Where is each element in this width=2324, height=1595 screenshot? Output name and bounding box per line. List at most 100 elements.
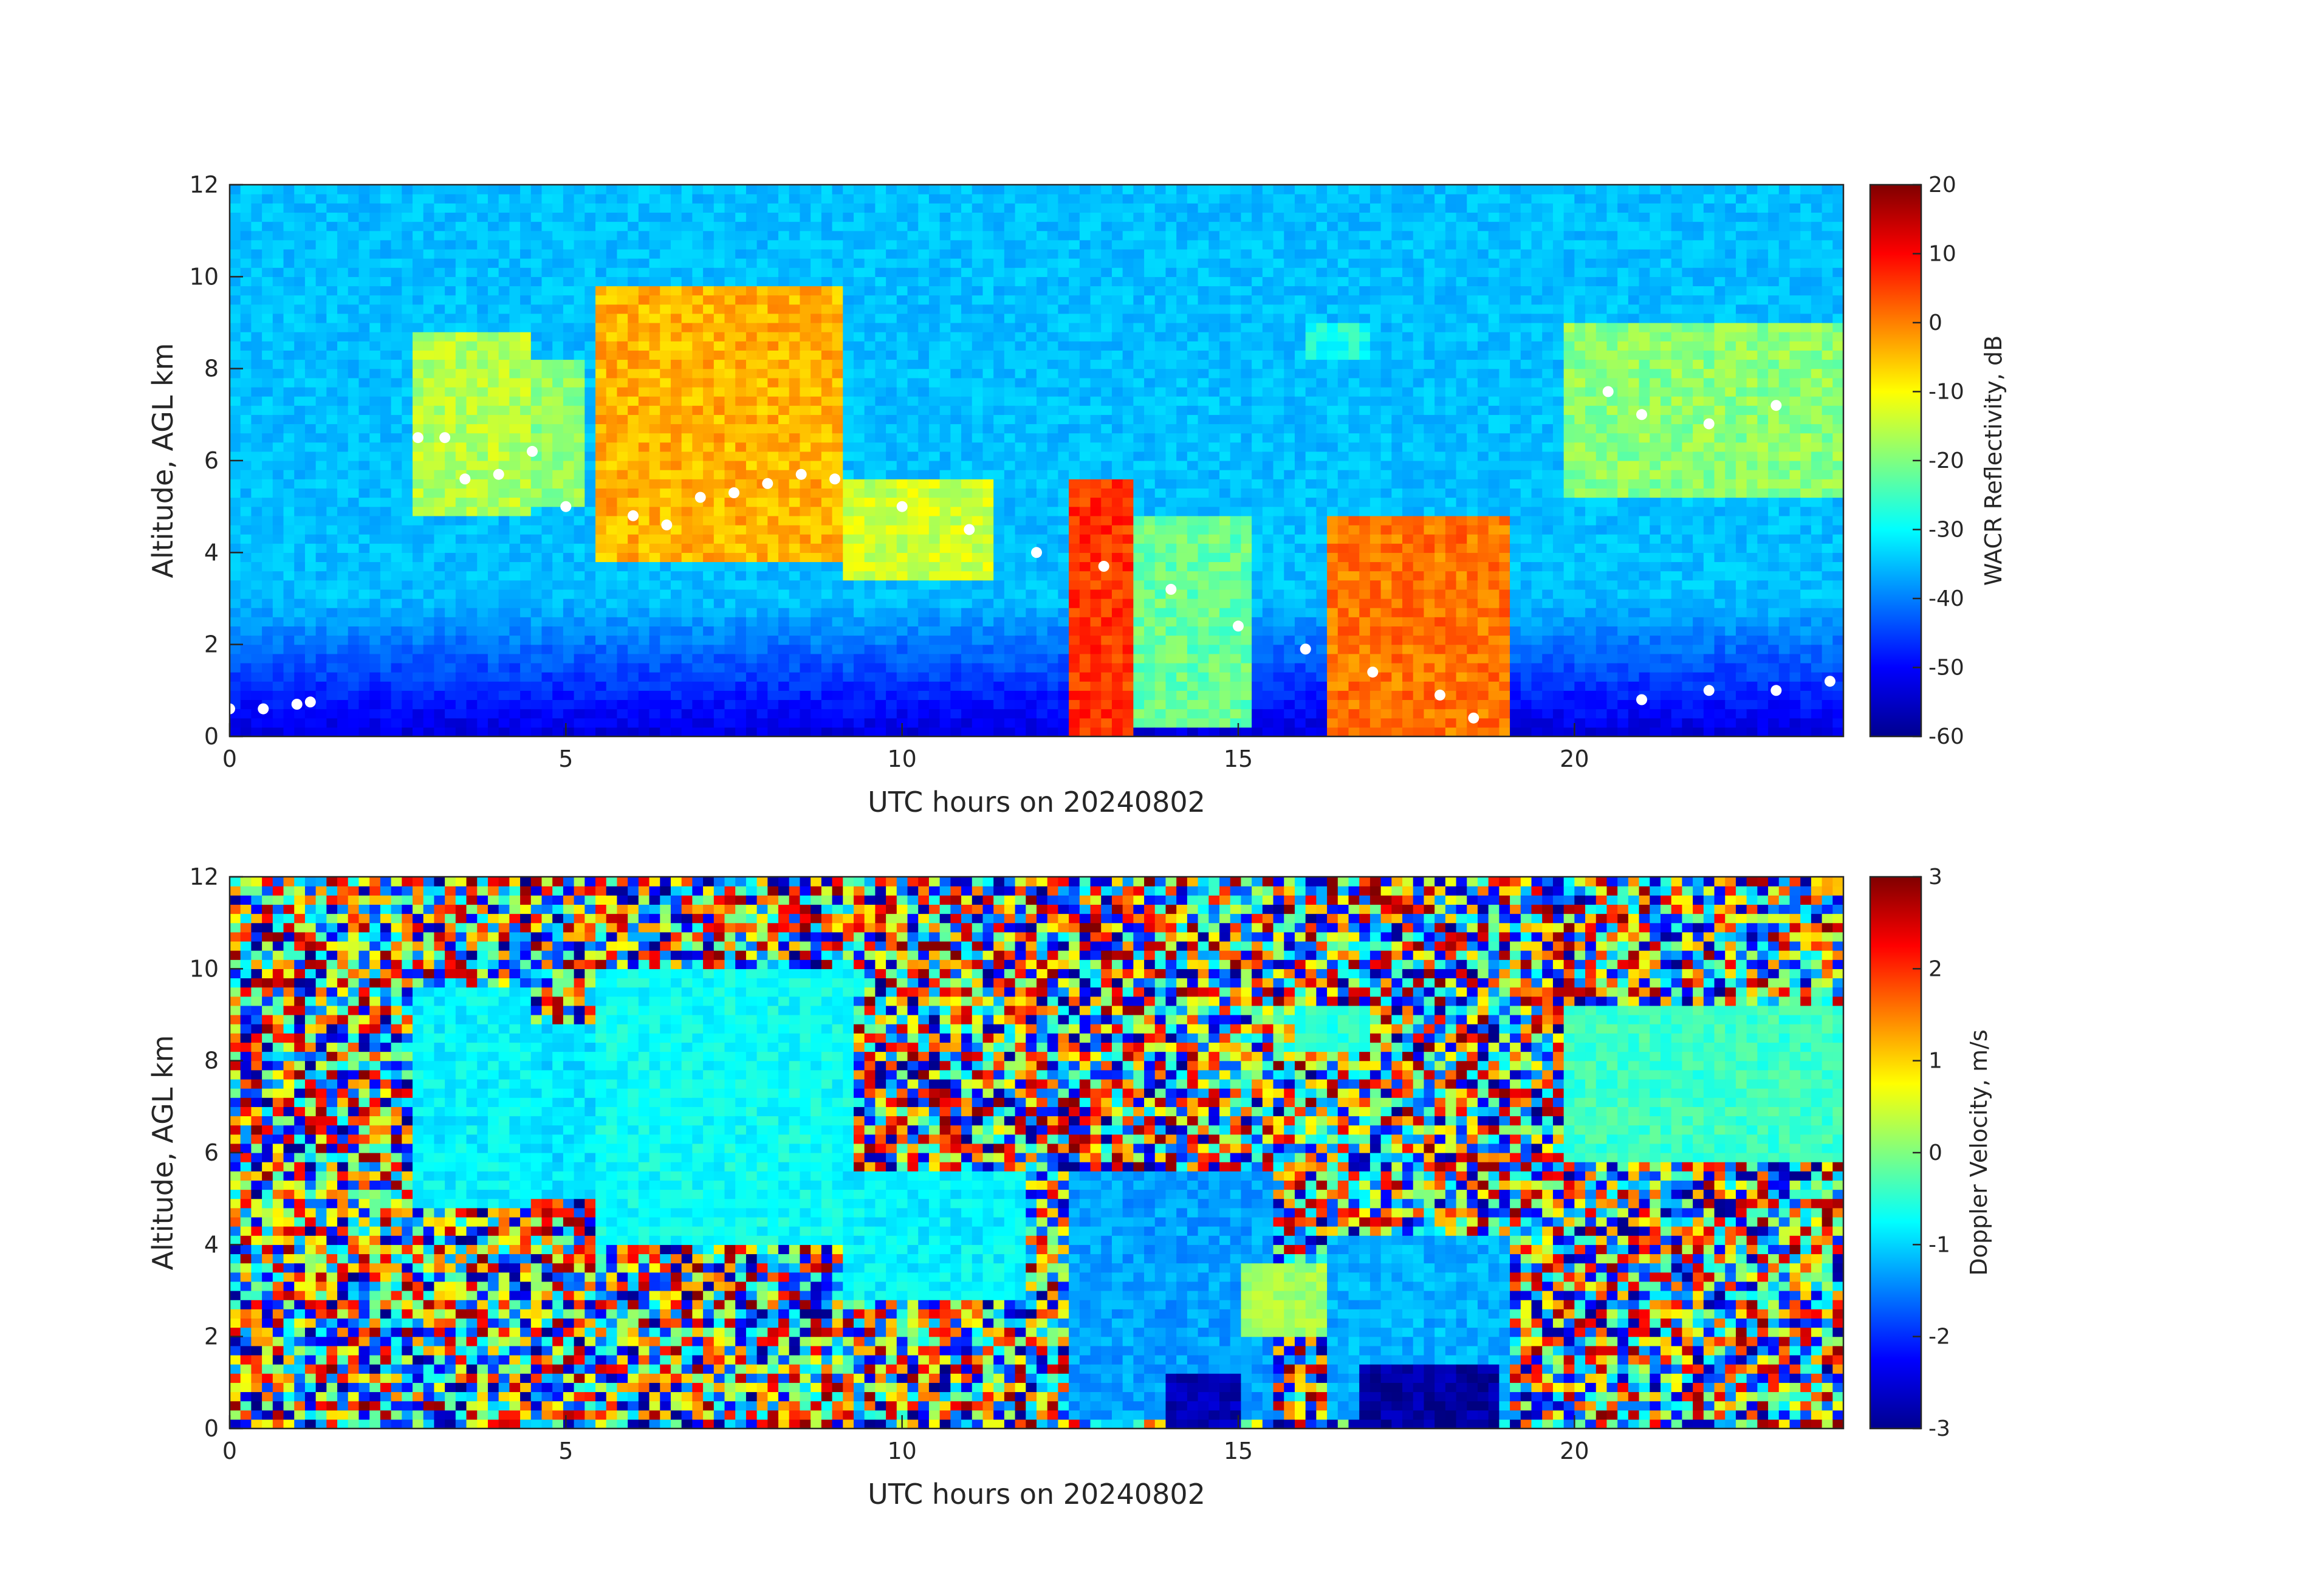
heatmap-cell bbox=[498, 506, 510, 516]
heatmap-cell bbox=[713, 286, 725, 296]
heatmap-cell bbox=[423, 433, 435, 443]
heatmap-cell bbox=[434, 543, 445, 553]
heatmap-cell bbox=[617, 644, 628, 654]
heatmap-cell bbox=[272, 580, 284, 590]
heatmap-cell bbox=[939, 286, 951, 296]
heatmap-cell bbox=[1004, 221, 1016, 232]
heatmap-cell bbox=[692, 286, 704, 296]
heatmap-cell bbox=[853, 323, 865, 332]
heatmap-cell bbox=[251, 461, 262, 470]
heatmap-cell bbox=[896, 524, 908, 535]
heatmap-cell bbox=[563, 644, 575, 654]
heatmap-cell bbox=[477, 185, 488, 194]
heatmap-cell bbox=[670, 515, 682, 526]
heatmap-cell bbox=[380, 239, 392, 250]
heatmap-cell bbox=[1026, 589, 1037, 599]
heatmap-cell bbox=[875, 708, 886, 719]
heatmap-cell bbox=[294, 221, 306, 232]
heatmap-cell bbox=[380, 488, 392, 498]
heatmap-cell bbox=[552, 589, 564, 599]
heatmap-cell bbox=[692, 644, 704, 654]
heatmap-cell bbox=[402, 341, 413, 351]
heatmap-cell bbox=[789, 377, 801, 388]
heatmap-cell bbox=[283, 672, 295, 682]
heatmap-cell bbox=[950, 580, 962, 590]
heatmap-cell bbox=[326, 506, 338, 516]
heatmap-cell bbox=[1015, 433, 1026, 443]
heatmap-cell bbox=[1037, 718, 1048, 728]
heatmap-cell bbox=[1090, 424, 1102, 434]
heatmap-cell bbox=[896, 626, 908, 636]
heatmap-cell bbox=[800, 323, 811, 332]
heatmap-cell bbox=[283, 405, 295, 415]
heatmap-cell bbox=[391, 708, 402, 719]
heatmap-cell bbox=[262, 488, 273, 498]
heatmap-cell bbox=[767, 359, 779, 369]
heatmap-cell bbox=[1058, 239, 1069, 250]
heatmap-cell bbox=[660, 653, 671, 664]
heatmap-cell bbox=[896, 479, 908, 489]
heatmap-cell bbox=[1101, 221, 1112, 232]
heatmap-cell bbox=[466, 442, 478, 452]
heatmap-cell bbox=[283, 267, 295, 277]
heatmap-cell bbox=[251, 424, 262, 434]
heatmap-cell bbox=[789, 653, 801, 664]
heatmap-cell bbox=[455, 295, 467, 305]
heatmap-cell bbox=[1079, 341, 1091, 351]
heatmap-cell bbox=[574, 221, 585, 232]
heatmap-cell bbox=[789, 708, 801, 719]
heatmap-cell bbox=[993, 718, 1005, 728]
heatmap-cell bbox=[455, 286, 467, 296]
heatmap-cell bbox=[670, 377, 682, 388]
heatmap-cell bbox=[907, 571, 919, 581]
heatmap-cell bbox=[843, 672, 854, 682]
heatmap-cell bbox=[595, 699, 607, 710]
heatmap-cell bbox=[1090, 617, 1102, 626]
heatmap-cell bbox=[1101, 497, 1112, 507]
heatmap-cell bbox=[1026, 295, 1037, 305]
heatmap-cell bbox=[907, 323, 919, 332]
heatmap-cell bbox=[800, 617, 811, 626]
heatmap-cell bbox=[746, 534, 758, 544]
heatmap-cell bbox=[875, 599, 886, 608]
heatmap-cell bbox=[552, 626, 564, 636]
heatmap-cell bbox=[1037, 185, 1048, 194]
heatmap-cell bbox=[413, 350, 424, 360]
heatmap-cell bbox=[811, 276, 822, 287]
heatmap-cell bbox=[423, 580, 435, 590]
heatmap-cell bbox=[778, 230, 790, 241]
heatmap-cell bbox=[520, 323, 532, 332]
heatmap-cell bbox=[230, 414, 241, 425]
heatmap-cell bbox=[746, 267, 758, 277]
heatmap-cell bbox=[445, 561, 456, 572]
heatmap-cell bbox=[1058, 617, 1069, 626]
heatmap-cell bbox=[692, 672, 704, 682]
heatmap-cell bbox=[595, 304, 607, 314]
heatmap-cell bbox=[552, 258, 564, 268]
heatmap-cell bbox=[402, 543, 413, 553]
heatmap-cell bbox=[993, 617, 1005, 626]
heatmap-cell bbox=[584, 359, 596, 369]
heatmap-cell bbox=[950, 203, 962, 213]
heatmap-cell bbox=[230, 212, 241, 222]
heatmap-cell bbox=[853, 424, 865, 434]
heatmap-cell bbox=[638, 708, 650, 719]
heatmap-cell bbox=[230, 552, 241, 563]
heatmap-cell bbox=[821, 332, 833, 341]
heatmap-cell bbox=[1101, 212, 1112, 222]
heatmap-cell bbox=[660, 626, 671, 636]
heatmap-cell bbox=[928, 249, 941, 259]
heatmap-cell bbox=[455, 304, 467, 314]
heatmap-cell bbox=[509, 571, 521, 581]
heatmap-cell bbox=[692, 276, 704, 287]
heatmap-cell bbox=[541, 626, 553, 636]
heatmap-cell bbox=[843, 221, 854, 232]
heatmap-cell bbox=[1026, 185, 1037, 194]
heatmap-cell bbox=[240, 589, 252, 599]
heatmap-cell bbox=[713, 506, 725, 516]
heatmap-cell bbox=[595, 580, 607, 590]
heatmap-cell bbox=[746, 368, 758, 379]
heatmap-cell bbox=[466, 396, 478, 406]
heatmap-cell bbox=[455, 368, 467, 379]
heatmap-cell bbox=[789, 304, 801, 314]
